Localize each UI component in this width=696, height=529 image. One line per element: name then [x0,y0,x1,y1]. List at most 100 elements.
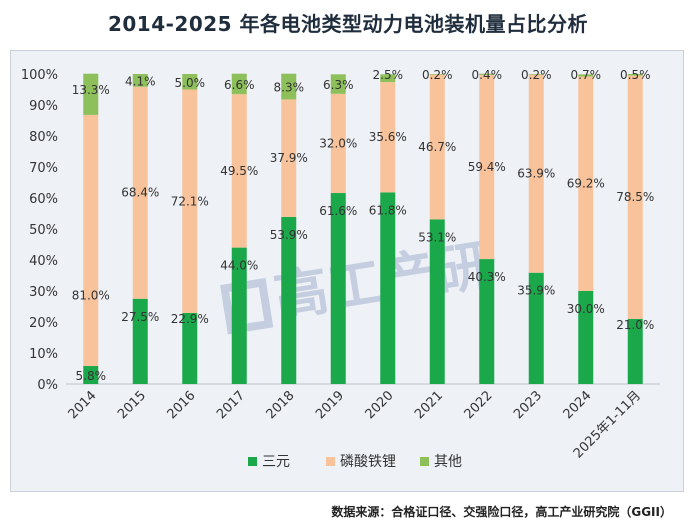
y-tick-label: 90% [29,99,58,114]
bar-segment [429,219,445,384]
bar-segment [182,313,198,384]
bar-segment [231,73,247,95]
y-tick-label: 10% [29,347,58,362]
x-tick-label: 2023 [511,388,545,422]
data-label: 59.4% [468,160,506,174]
data-label: 78.5% [616,190,654,204]
y-tick-label: 30% [29,285,58,300]
bar-segment [182,89,198,314]
data-label: 30.0% [567,302,605,316]
x-tick-label: 2020 [363,388,397,422]
bar-segment [281,99,297,217]
data-label: 0.2% [422,68,453,82]
bar-segment [627,318,643,384]
x-tick-label: 2018 [264,388,298,422]
data-label: 72.1% [171,194,209,208]
data-label: 32.0% [319,136,357,150]
bar-segment [528,272,544,384]
data-label: 0.4% [472,68,503,82]
legend-swatch [248,457,257,466]
data-label: 0.7% [571,68,602,82]
bar-segment [231,94,247,248]
bar-segment [429,74,445,220]
bar-segment [83,366,99,384]
bar-segment [528,74,544,273]
y-tick-label: 70% [29,161,58,176]
x-tick-label: 2019 [313,388,347,422]
bar-segment [479,259,495,384]
y-tick-label: 100% [21,68,58,83]
y-tick-label: 0% [37,378,58,393]
legend-swatch [326,457,335,466]
y-tick-label: 40% [29,254,58,269]
bar-segment [132,86,148,299]
data-label: 13.3% [72,83,110,97]
data-label: 69.2% [567,177,605,191]
x-tick-label: 2024 [561,388,595,422]
bar-segment [380,74,396,83]
bar-segment [479,73,495,75]
bar-segment [528,74,544,75]
y-tick-label: 50% [29,223,58,238]
data-label: 6.3% [323,78,354,92]
bar-segment [627,75,643,319]
bar-segment [578,74,594,77]
bar-segment [281,216,297,384]
data-label: 21.0% [616,318,654,332]
y-tick-label: 80% [29,130,58,145]
data-label: 68.4% [121,186,159,200]
data-label: 27.5% [121,310,159,324]
data-label: 35.6% [369,130,407,144]
data-label: 4.1% [125,74,156,88]
data-label: 40.3% [468,270,506,284]
bar-segment [281,73,297,100]
bar-segment [83,73,99,115]
data-source-note: 数据来源：合格证口径、交强险口径，高工产业研究院（GGII） [331,505,672,519]
legend-label: 其他 [434,454,462,470]
bar-segment [479,74,495,260]
data-label: 8.3% [274,81,305,95]
y-tick-label: 60% [29,192,58,207]
bar-segment [330,193,346,384]
x-tick-label: 2015 [115,388,149,422]
data-label: 81.0% [72,289,110,303]
data-label: 49.5% [220,164,258,178]
data-label: 5.8% [76,369,107,383]
bar-segment [330,74,346,94]
bar-segment [578,76,594,291]
data-label: 35.9% [517,284,555,298]
data-label: 5.0% [175,76,206,90]
data-label: 0.2% [521,68,552,82]
data-label: 44.0% [220,259,258,273]
chart-title: 2014-2025 年各电池类型动力电池装机量占比分析 [107,12,589,36]
data-label: 46.7% [418,140,456,154]
data-label: 53.1% [418,230,456,244]
legend-label: 磷酸铁锂 [340,454,396,470]
bar-segment [578,291,594,384]
bar-segment [627,74,643,76]
bar-segment [429,74,445,75]
bar-segment [380,82,396,193]
chart-panel: 高工产研 [10,50,684,492]
bar-segment [132,74,148,87]
bar-segment [231,247,247,384]
data-label: 2.5% [373,68,404,82]
legend-swatch [420,457,429,466]
x-tick-label: 2016 [165,388,199,422]
x-tick-label: 2022 [462,388,496,422]
data-label: 61.6% [319,204,357,218]
data-label: 6.6% [224,78,255,92]
data-label: 61.8% [369,203,407,217]
data-label: 37.9% [270,151,308,165]
data-label: 63.9% [517,167,555,181]
bar-segment [83,114,99,367]
y-tick-label: 20% [29,316,58,331]
bar-segment [132,298,148,384]
x-tick-label: 2021 [412,388,446,422]
data-label: 53.9% [270,228,308,242]
x-tick-label: 2017 [214,388,248,422]
bar-segment [330,93,346,194]
data-label: 0.5% [620,68,651,82]
x-tick-label: 2014 [66,388,100,422]
